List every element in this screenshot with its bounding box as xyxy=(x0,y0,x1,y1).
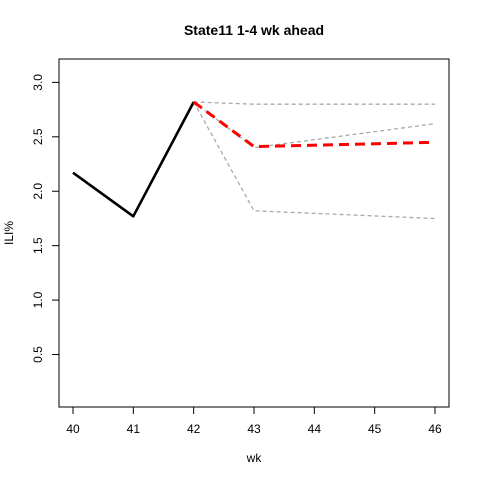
x-axis-label: wk xyxy=(246,451,263,465)
x-tick-label: 44 xyxy=(308,422,322,436)
series-line-forecast-mean xyxy=(192,100,436,149)
x-axis: 40 41 42 43 44 45 46 xyxy=(66,406,442,436)
y-tick-label: 0.5 xyxy=(31,346,45,363)
x-tick-label: 41 xyxy=(127,422,141,436)
x-tick-label: 43 xyxy=(247,422,261,436)
x-tick-label: 42 xyxy=(187,422,201,436)
series-layer xyxy=(72,100,436,220)
chart-title: State11 1-4 wk ahead xyxy=(184,22,324,38)
x-tick-label: 45 xyxy=(368,422,382,436)
series-line-forecast-mid xyxy=(193,101,436,149)
y-axis: 0.5 1.0 1.5 2.0 2.5 3.0 xyxy=(31,74,60,363)
x-tick-label: 46 xyxy=(428,422,442,436)
x-tick-label: 40 xyxy=(66,422,80,436)
series-line-forecast-upper xyxy=(193,101,435,105)
y-tick-label: 3.0 xyxy=(31,74,45,91)
y-tick-label: 2.0 xyxy=(31,183,45,200)
y-tick-label: 1.0 xyxy=(31,291,45,308)
y-tick-label: 2.5 xyxy=(31,128,45,145)
y-tick-label: 1.5 xyxy=(31,237,45,254)
y-axis-label: ILI% xyxy=(2,221,16,245)
series-line-forecast-lower xyxy=(193,101,436,220)
series-line-observed xyxy=(72,101,195,218)
plot-frame xyxy=(58,58,450,408)
